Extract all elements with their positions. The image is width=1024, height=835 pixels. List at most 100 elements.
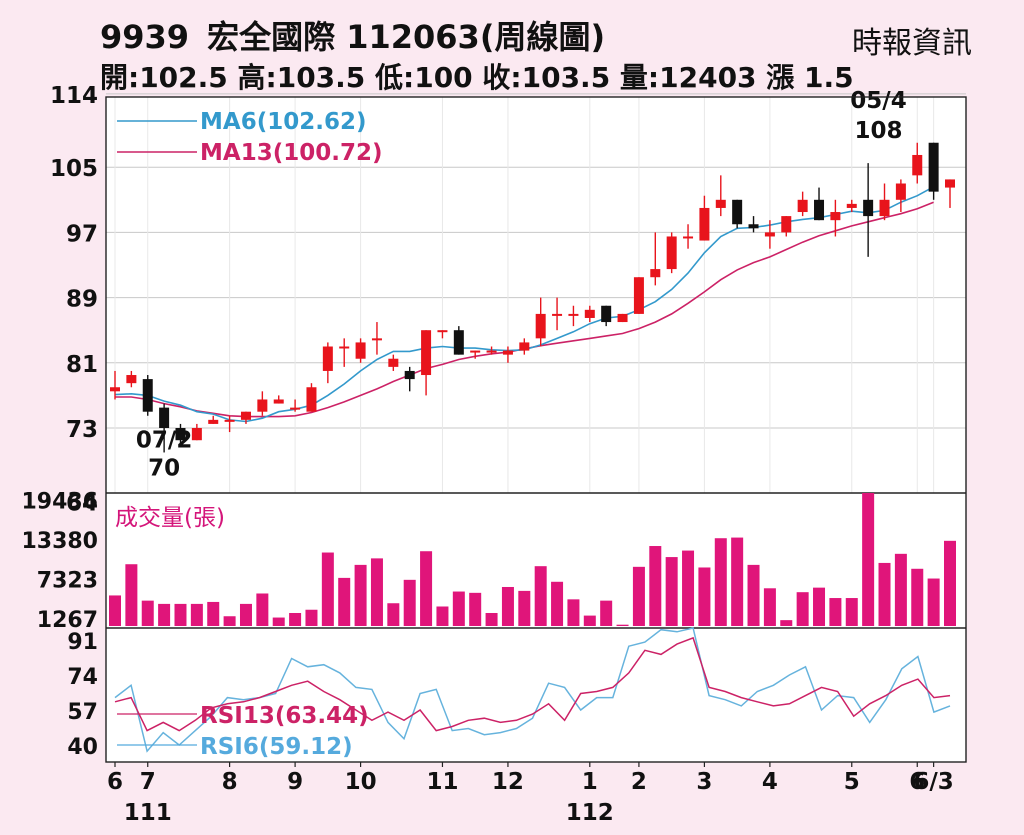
volume-bar	[370, 558, 383, 626]
period-label: 112063(周線圖)	[346, 18, 606, 56]
volume-title: 成交量(張)	[115, 505, 225, 531]
x-tick-label: 6	[107, 769, 123, 795]
candle-body	[846, 203, 857, 208]
volume-bar	[403, 579, 416, 626]
volume-bar	[125, 564, 138, 626]
volume-bar	[190, 603, 203, 626]
volume-bar	[600, 600, 613, 626]
rsi-legend-label: RSI6(59.12)	[200, 734, 353, 760]
volume-tick-label: 7323	[37, 568, 98, 593]
chart-title: 9939 宏全國際 112063(周線圖)	[100, 12, 605, 58]
volume-bar	[387, 603, 400, 626]
candle-body	[290, 407, 301, 410]
candle-body	[584, 309, 595, 318]
candle-body	[502, 350, 513, 355]
candle-body	[715, 199, 726, 208]
volume-bar	[452, 591, 465, 626]
high-value-annotation: 108	[855, 118, 903, 144]
quote-summary: 開:102.5 高:103.5 低:100 收:103.5 量:12403 漲 …	[100, 61, 854, 94]
volume-bar	[338, 577, 351, 626]
volume-bar	[109, 595, 121, 626]
candle-body	[191, 428, 202, 441]
candle-body	[322, 346, 333, 371]
volume-bar	[649, 546, 662, 626]
rsi13-line	[114, 636, 951, 732]
volume-bar	[845, 598, 858, 626]
candle-body	[617, 313, 628, 323]
x-tick-label: 2	[631, 769, 647, 795]
data-source: 時報資訊	[852, 26, 972, 61]
volume-bar	[927, 578, 940, 626]
volume-bar	[534, 566, 547, 626]
x-tick-label: 11	[426, 769, 458, 795]
volume-bar	[829, 598, 842, 626]
rsi-tick-label: 91	[67, 630, 98, 655]
volume-tick-label: 13380	[21, 529, 98, 554]
volume-bar	[796, 592, 809, 626]
candle-body	[633, 277, 644, 314]
candle-body	[895, 183, 906, 200]
candle-body	[699, 207, 710, 241]
volume-bar	[321, 552, 334, 626]
candle-body	[945, 179, 955, 188]
volume-bar	[289, 612, 302, 626]
candle-body	[781, 216, 792, 233]
volume-bar	[354, 564, 367, 626]
candle-body	[208, 419, 219, 424]
volume-bar	[436, 606, 449, 626]
candle-body	[257, 399, 268, 412]
stock-name: 宏全國際	[207, 18, 336, 56]
price-tick-label: 89	[66, 287, 98, 313]
volume-bar	[420, 551, 433, 626]
candle-body	[814, 199, 825, 221]
candle-body	[404, 370, 415, 380]
candle-body	[240, 411, 251, 420]
price-tick-label: 114	[50, 83, 98, 109]
low-date-annotation: 07/2	[136, 427, 192, 453]
candle-body	[159, 407, 170, 428]
volume-bar	[567, 599, 580, 626]
price-tick-label: 81	[66, 352, 98, 378]
x-tick-label: 3	[696, 769, 712, 795]
x-tick-label: 10	[345, 769, 377, 795]
candle-body	[748, 224, 759, 229]
volume-tick-label: 19436	[21, 490, 98, 515]
candle-body	[175, 428, 186, 441]
candle-body	[568, 313, 579, 316]
volume-bar	[141, 600, 154, 626]
candle-body	[273, 399, 284, 404]
volume-bar	[862, 493, 875, 626]
volume-bar	[698, 567, 711, 626]
volume-bar	[583, 615, 596, 626]
volume-bar	[682, 550, 695, 626]
x-year-label: 112	[566, 800, 614, 826]
candle-body	[863, 199, 874, 217]
candle-body	[764, 232, 775, 237]
candle-body	[421, 330, 432, 376]
rsi-tick-label: 57	[67, 700, 98, 725]
price-tick-label: 105	[50, 156, 98, 182]
rsi-tick-label: 74	[67, 665, 98, 690]
candle-body	[142, 379, 153, 412]
x-tick-label: 7	[140, 769, 156, 795]
x-tick-label: 8	[222, 769, 238, 795]
candle-body	[535, 313, 546, 339]
volume-bar	[207, 601, 220, 626]
candle-body	[912, 154, 923, 176]
candle-body	[683, 236, 694, 239]
volume-bar	[763, 588, 776, 626]
plot-background	[106, 97, 966, 762]
volume-bar	[878, 562, 891, 626]
price-tick-label: 97	[66, 221, 98, 247]
volume-bar	[551, 581, 564, 626]
candle-body	[601, 305, 612, 323]
candle-body	[519, 342, 530, 351]
volume-tick-label: 1267	[37, 608, 98, 633]
volume-bar	[632, 566, 645, 626]
candle-body	[470, 350, 481, 353]
candle-body	[732, 199, 743, 225]
stock-code: 9939	[100, 18, 190, 56]
rsi-tick-label: 40	[67, 735, 98, 760]
candle-body	[306, 387, 317, 412]
